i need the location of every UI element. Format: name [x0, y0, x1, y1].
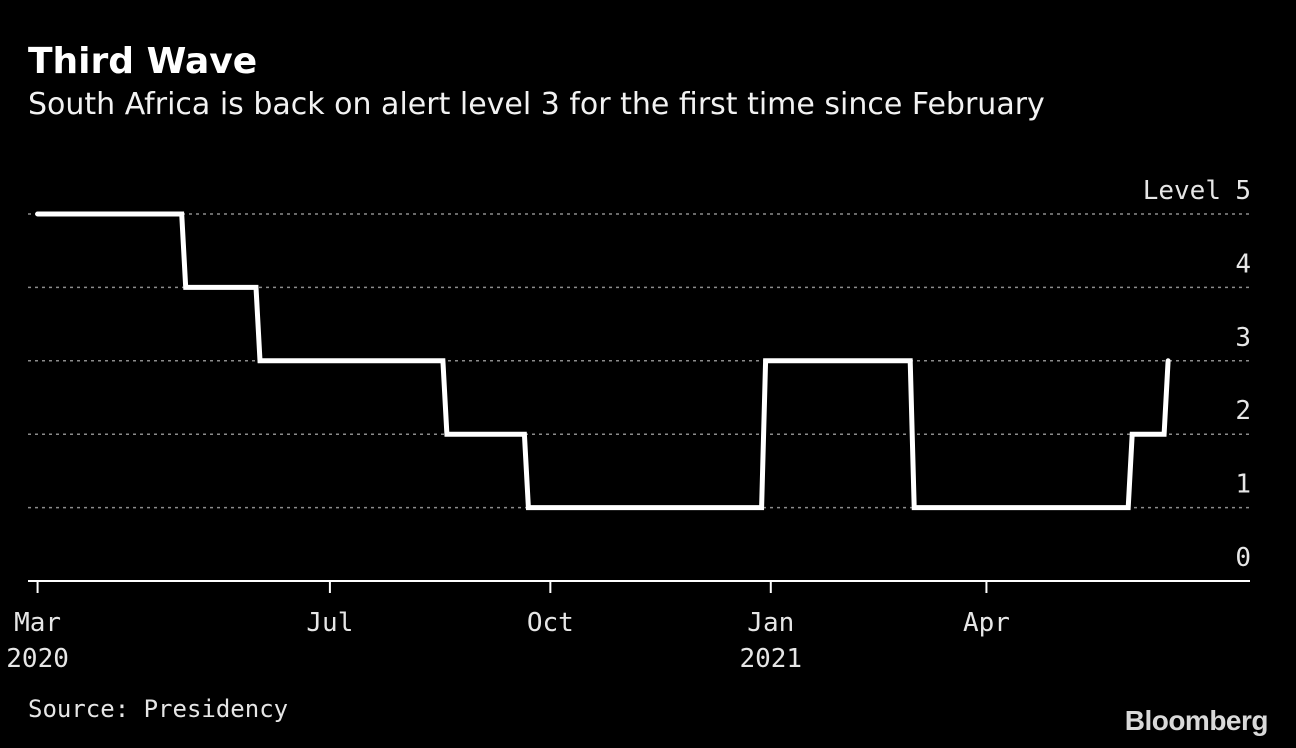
y-axis-ticks: 0 1 2 3 4 5 Level [1143, 176, 1251, 573]
chart-title: Third Wave [28, 41, 258, 82]
y-tick-label-1: 1 [1235, 470, 1251, 500]
series-layer [35, 211, 1171, 511]
chart-subtitle: South Africa is back on alert level 3 fo… [28, 87, 1045, 122]
bloomberg-logo: Bloomberg [1124, 705, 1269, 736]
source-note: Source: Presidency [28, 695, 289, 723]
x-axis-ticks: Mar 2020 Jul Oct Jan 2021 Apr [6, 581, 1010, 674]
y-tick-label-4: 4 [1235, 249, 1251, 279]
y-tick-label-0: 0 [1235, 543, 1251, 573]
x-tick-year-2021: 2021 [739, 644, 802, 674]
x-tick-label-jan: Jan [747, 608, 794, 638]
grid-lines [28, 213, 1250, 509]
x-tick-label-mar: Mar [14, 608, 61, 638]
y-tick-label-5: 5 [1235, 176, 1251, 206]
y-tick-label-3: 3 [1235, 323, 1251, 353]
y-axis-label: Level [1143, 176, 1221, 206]
y-tick-label-2: 2 [1235, 396, 1251, 426]
x-tick-label-jul: Jul [306, 608, 353, 638]
x-tick-label-apr: Apr [963, 608, 1010, 638]
x-tick-year-2020: 2020 [6, 644, 69, 674]
x-tick-label-oct: Oct [527, 608, 574, 638]
series-line-0 [35, 211, 1171, 511]
